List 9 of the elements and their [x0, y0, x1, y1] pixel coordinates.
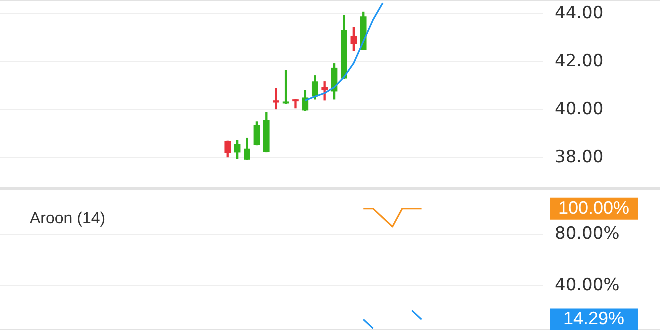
y-tick-label: 42.00: [555, 51, 604, 72]
y-tick-label: 40.00%: [555, 276, 620, 296]
y-tick-label: 38.00: [555, 147, 604, 168]
text: 100.00%: [558, 198, 630, 218]
y-tick-label: 40.00: [555, 99, 604, 120]
text: 14.29%: [563, 308, 625, 329]
y-tick-label: 80.00%: [555, 224, 620, 244]
y-tick-label: 44.00: [555, 3, 604, 24]
text: Aroon (14): [30, 210, 106, 228]
